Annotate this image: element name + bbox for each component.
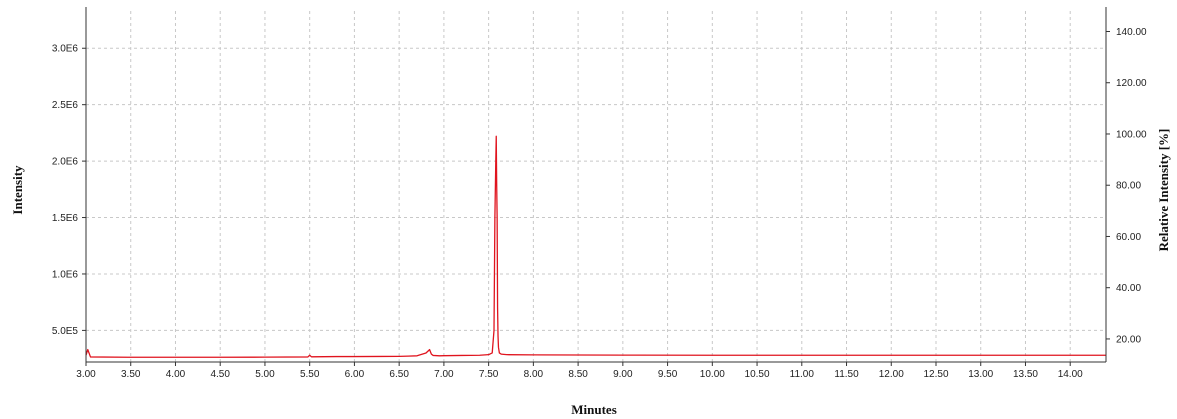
y2-axis-title: Relative Intensity [%] xyxy=(1156,129,1171,252)
y2-tick-label: 80.00 xyxy=(1116,181,1141,192)
x-tick-label: 11.50 xyxy=(834,369,859,380)
axes-layer: 3.00 3.50 4.00 4.50 5.00 5.50 6.00 6.50 7.00 7.50… xyxy=(52,7,1147,380)
x-tick-label: 6.50 xyxy=(389,369,409,380)
grid-layer xyxy=(85,11,1106,362)
y-tick-label: 5.0E5 xyxy=(52,326,79,337)
x-axis-title: Minutes xyxy=(571,402,617,417)
x-tick-label: 3.50 xyxy=(121,369,141,380)
x-tick-label: 11.00 xyxy=(790,369,815,380)
x-tick-label: 13.00 xyxy=(968,369,993,380)
y2-tick-label: 120.00 xyxy=(1116,78,1147,89)
y2-tick-label: 100.00 xyxy=(1116,129,1147,140)
x-tick-label: 6.00 xyxy=(345,369,365,380)
x-tick-label: 7.00 xyxy=(434,369,454,380)
x-tick-label: 10.50 xyxy=(745,369,770,380)
y2-tick-label: 40.00 xyxy=(1116,283,1141,294)
x-tick-label: 7.50 xyxy=(479,369,499,380)
y-tick-label: 1.0E6 xyxy=(52,269,79,280)
x-tick-label: 10.00 xyxy=(700,369,725,380)
x-tick-label: 12.50 xyxy=(923,369,948,380)
intensity-trace xyxy=(85,135,1106,358)
x-tick-label: 3.00 xyxy=(76,369,96,380)
y-axis-title: Intensity xyxy=(10,165,25,215)
x-tick-label: 9.50 xyxy=(658,369,678,380)
y-tick-label: 2.5E6 xyxy=(52,100,79,111)
x-tick-label: 12.00 xyxy=(879,369,904,380)
y2-tick-label: 60.00 xyxy=(1116,232,1141,243)
labels-layer: Minutes Intensity Relative Intensity [%] xyxy=(10,129,1171,417)
y-tick-label: 1.5E6 xyxy=(52,213,79,224)
series-layer xyxy=(85,135,1106,358)
x-tick-label: 8.00 xyxy=(524,369,544,380)
x-tick-label: 4.50 xyxy=(210,369,230,380)
y2-tick-label: 140.00 xyxy=(1116,27,1147,38)
y-tick-label: 3.0E6 xyxy=(52,44,79,55)
x-tick-label: 9.00 xyxy=(613,369,633,380)
x-tick-label: 5.50 xyxy=(300,369,320,380)
y-tick-label: 2.0E6 xyxy=(52,157,79,168)
x-tick-label: 4.00 xyxy=(166,369,186,380)
x-tick-label: 13.50 xyxy=(1013,369,1038,380)
x-tick-label: 14.00 xyxy=(1058,369,1083,380)
x-tick-label: 8.50 xyxy=(568,369,588,380)
x-tick-label: 5.00 xyxy=(255,369,275,380)
y2-tick-label: 20.00 xyxy=(1116,334,1141,345)
